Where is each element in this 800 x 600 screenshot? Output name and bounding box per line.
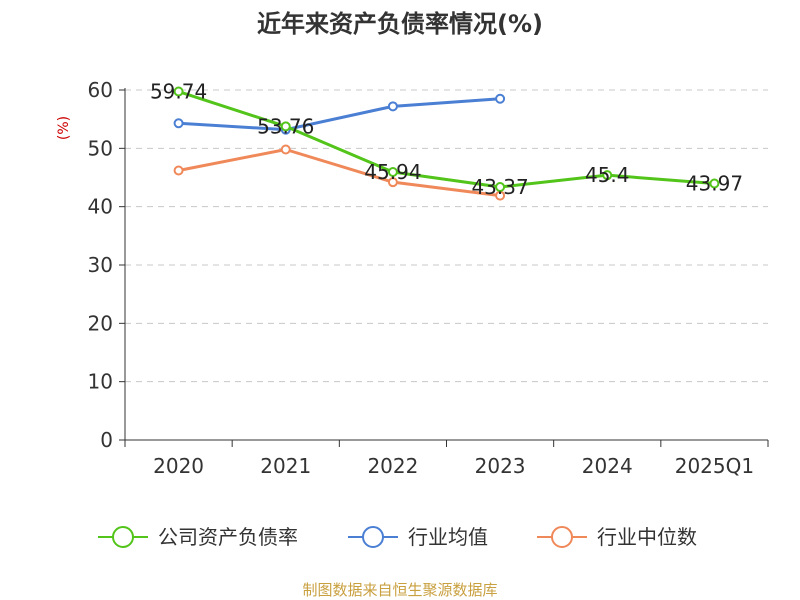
data-label-2021: 53.76 xyxy=(257,114,314,138)
series-lines xyxy=(173,86,720,201)
y-axis-unit-label: (%) xyxy=(56,116,72,140)
legend-label-0: 公司资产负债率 xyxy=(158,525,298,549)
series-line-2 xyxy=(178,148,501,198)
tick-labels: 0 10 20 30 40 50 60 2020 2021 2022 2023 2024 2025Q1 xyxy=(88,78,769,478)
legend-marker-1 xyxy=(362,526,384,548)
series-2-point-2022 xyxy=(387,177,398,188)
x-tick-label-2024: 2024 xyxy=(582,454,633,478)
legend-label-2: 行业中位数 xyxy=(597,525,697,549)
data-label-2022: 45.94 xyxy=(364,160,421,184)
series-0-point-2024 xyxy=(602,170,613,181)
legend-item-0[interactable]: 公司资产负债率 xyxy=(98,525,298,549)
y-tick-label-10: 10 xyxy=(88,370,113,394)
data-label-2020: 59.74 xyxy=(150,80,207,104)
axes xyxy=(124,88,768,441)
data-source-note: 制图数据来自恒生聚源数据库 xyxy=(302,581,498,599)
series-line-0 xyxy=(178,90,715,189)
y-tick-label-60: 60 xyxy=(88,78,113,102)
legend-marker-2 xyxy=(551,526,573,548)
series-1-point-2022 xyxy=(387,101,398,112)
legend-item-1[interactable]: 行业均值 xyxy=(348,525,488,549)
data-label-2024: 45.4 xyxy=(585,163,630,187)
x-tick-label-2023: 2023 xyxy=(475,454,526,478)
series-0-point-2022 xyxy=(387,167,398,178)
x-tick-label-2025Q1: 2025Q1 xyxy=(675,454,754,478)
series-1-point-2020 xyxy=(173,118,184,129)
y-tick-label-20: 20 xyxy=(88,311,113,335)
y-tick-label-50: 50 xyxy=(88,136,113,160)
data-labels: 59.74 53.76 45.94 43.37 45.4 43.97 xyxy=(150,80,743,199)
chart-title: 近年来资产负债率情况(%) xyxy=(257,10,543,38)
legend-label-1: 行业均值 xyxy=(408,525,488,549)
grid-lines xyxy=(125,89,768,383)
data-label-2025Q1: 43.97 xyxy=(686,172,743,196)
series-0-point-2023 xyxy=(495,182,506,193)
legend-item-2[interactable]: 行业中位数 xyxy=(537,525,697,549)
legend-marker-0 xyxy=(112,526,134,548)
legend: 公司资产负债率 行业均值 行业中位数 xyxy=(98,525,697,549)
series-2-point-2021 xyxy=(280,144,291,155)
y-tick-label-30: 30 xyxy=(88,253,113,277)
x-tick-label-2020: 2020 xyxy=(153,454,204,478)
data-label-2023: 43.37 xyxy=(471,175,528,199)
series-2-point-2020 xyxy=(173,165,184,176)
series-0-point-2020 xyxy=(173,86,184,97)
series-line-1 xyxy=(178,97,501,132)
x-tick-label-2021: 2021 xyxy=(260,454,311,478)
x-tick-label-2022: 2022 xyxy=(367,454,418,478)
y-tick-label-40: 40 xyxy=(88,195,113,219)
series-0-point-2021 xyxy=(280,121,291,132)
series-0-point-2025Q1 xyxy=(709,178,720,189)
series-1-point-2023 xyxy=(495,93,506,104)
y-tick-label-0: 0 xyxy=(100,428,113,452)
